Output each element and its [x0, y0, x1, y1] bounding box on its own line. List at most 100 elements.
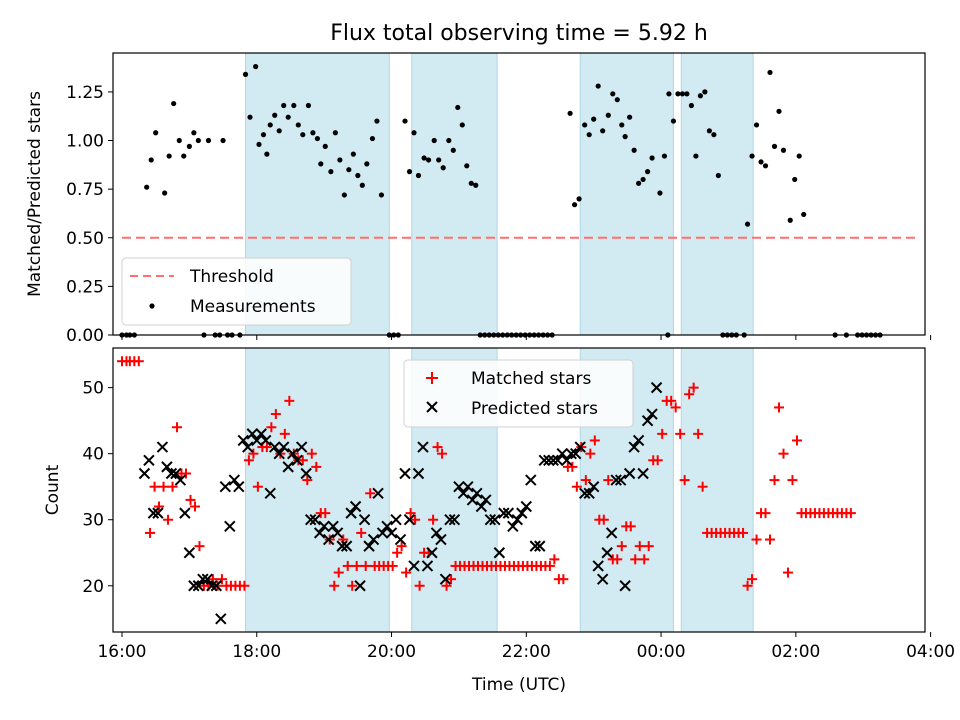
- matched-star-point: [675, 428, 686, 439]
- predicted-star-point: [183, 547, 196, 559]
- measurement-point: [411, 130, 417, 136]
- ratio-legend: Threshold Measurements: [121, 257, 352, 326]
- predicted-star-point: [493, 547, 506, 559]
- measurement-point: [242, 71, 249, 77]
- predicted-star-point: [457, 487, 470, 500]
- measurement-point: [631, 147, 637, 153]
- measurement-point: [247, 114, 253, 120]
- predicted-star-point: [628, 441, 640, 453]
- ratio-plot-frame: [112, 52, 926, 336]
- matched-star-point: [189, 501, 200, 512]
- matched-star-point: [589, 435, 600, 446]
- measurement-point: [364, 161, 370, 167]
- predicted-star-point: [363, 540, 375, 552]
- measurement-point: [771, 143, 778, 149]
- matched-star-point: [585, 448, 596, 459]
- matched-star-point: [167, 481, 178, 492]
- predicted-star-point: [637, 467, 649, 480]
- predicted-star-point: [260, 434, 272, 447]
- x-tick-label: 16:00: [97, 642, 146, 662]
- measurement-point: [749, 153, 755, 159]
- matched-star-point: [248, 448, 259, 459]
- matched-star-point: [410, 514, 421, 525]
- matched-star-point: [787, 475, 798, 486]
- matched-star-point: [652, 455, 663, 466]
- matched-star-point: [742, 580, 753, 591]
- measurement-point: [195, 137, 201, 144]
- matched-star-point: [320, 508, 331, 519]
- x-tick-label: 02:00: [771, 642, 820, 662]
- measurement-point: [675, 91, 681, 97]
- predicted-star-point: [165, 467, 178, 480]
- predicted-star-point: [403, 514, 416, 526]
- matched-star-point: [392, 547, 403, 558]
- matched-star-point: [657, 428, 668, 439]
- count-x-axis-label: Time (UTC): [471, 675, 566, 695]
- matched-star-point: [845, 508, 856, 519]
- measurement-point: [446, 137, 452, 144]
- matched-star-point: [216, 574, 227, 585]
- measurement-point: [310, 130, 316, 136]
- predicted-star-point: [610, 474, 622, 486]
- predicted-star-point: [156, 441, 169, 453]
- predicted-star-point: [237, 434, 249, 447]
- measurement-point: [341, 192, 347, 198]
- matched-star-point: [351, 560, 362, 571]
- predicted-star-point: [233, 480, 245, 493]
- measurement-point: [693, 153, 699, 159]
- matched-star-point: [181, 468, 192, 479]
- measurement-point: [337, 157, 343, 163]
- measurement-point: [406, 169, 413, 175]
- matched-star-point: [693, 428, 704, 439]
- predicted-star-point: [345, 507, 357, 519]
- matched-star-point: [769, 475, 780, 486]
- predicted-star-point: [480, 494, 492, 506]
- measurement-point: [644, 169, 651, 175]
- predicted-star-point: [300, 467, 312, 480]
- predicted-star-point: [367, 533, 380, 546]
- matched-star-point: [639, 554, 650, 565]
- y-tick-label: 1.25: [66, 83, 104, 103]
- measurement-point: [144, 184, 150, 190]
- matched-star-point: [163, 514, 174, 525]
- matched-star-point: [401, 567, 412, 578]
- measurement-point: [176, 137, 182, 144]
- predicted-star-point: [543, 454, 555, 466]
- measurement-point: [801, 211, 807, 218]
- matched-star-point: [791, 435, 802, 446]
- measurement-point: [332, 130, 338, 136]
- predicted-star-point: [242, 441, 254, 453]
- measurement-point: [670, 118, 677, 124]
- predicted-star-point: [309, 514, 321, 526]
- measurement-point: [436, 157, 442, 163]
- y-tick-label: 1.00: [66, 132, 104, 152]
- measurement-point: [619, 122, 625, 128]
- predicted-star-point: [552, 454, 564, 466]
- measurement-point: [614, 97, 620, 103]
- predicted-star-point: [170, 467, 182, 480]
- measurement-point: [220, 137, 226, 144]
- predicted-star-point: [650, 381, 663, 394]
- measurement-point: [649, 155, 655, 161]
- predicted-star-point: [197, 573, 209, 585]
- matched-star-point: [133, 356, 144, 367]
- predicted-star-point: [444, 514, 456, 526]
- matched-star-point: [437, 448, 448, 459]
- predicted-star-point: [578, 487, 591, 500]
- measurement-point: [767, 69, 773, 76]
- measurement-point: [605, 112, 611, 118]
- measurement-point: [359, 182, 365, 188]
- predicted-star-point: [605, 527, 618, 539]
- predicted-star-point: [489, 514, 501, 526]
- measurement-point: [378, 192, 385, 198]
- measurement-point: [679, 91, 686, 97]
- measurement-point: [267, 122, 273, 128]
- measurement-point: [636, 180, 642, 186]
- y-tick-label: 40: [82, 445, 104, 465]
- measurement-point: [753, 122, 760, 128]
- predicted-star-point: [313, 527, 326, 539]
- predicted-star-point: [592, 560, 604, 572]
- matched-star-point: [154, 501, 165, 512]
- matched-star-point: [544, 560, 555, 571]
- predicted-star-point: [421, 560, 434, 572]
